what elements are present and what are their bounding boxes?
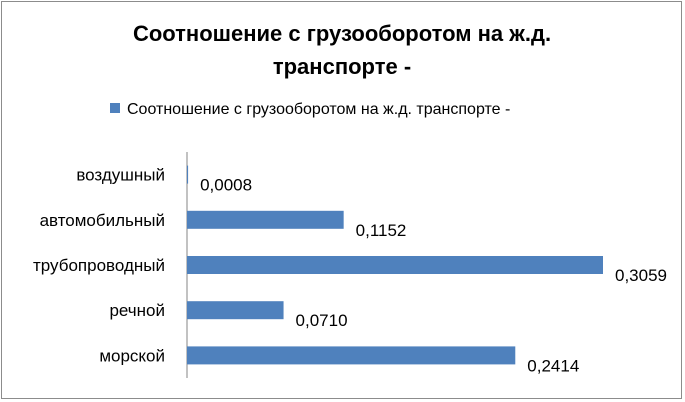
data-label: 0,3059 [615, 266, 667, 285]
chart-title-line-1: Соотношение с грузооборотом на ж.д. [133, 21, 551, 46]
data-label: 0,2414 [527, 356, 579, 375]
category-label: воздушный [76, 166, 165, 185]
bar [187, 346, 516, 365]
data-label: 0,0008 [200, 176, 252, 195]
legend-swatch [110, 103, 120, 113]
bar [187, 301, 284, 320]
category-label: автомобильный [40, 211, 165, 230]
bars-layer: воздушный 0,0008 автомобильный 0,1152 трубоп… [33, 165, 667, 375]
bar [187, 210, 344, 229]
bar [187, 165, 189, 184]
category-label: речной [109, 301, 165, 320]
data-label: 0,0710 [296, 311, 348, 330]
legend-label: Соотношение с грузооборотом на ж.д. тран… [127, 101, 510, 118]
category-label: морской [99, 346, 165, 365]
data-label: 0,1152 [356, 221, 407, 240]
bar [187, 256, 603, 274]
chart-title-line-2: транспорте - [273, 54, 411, 79]
category-label: трубопроводный [33, 256, 165, 275]
